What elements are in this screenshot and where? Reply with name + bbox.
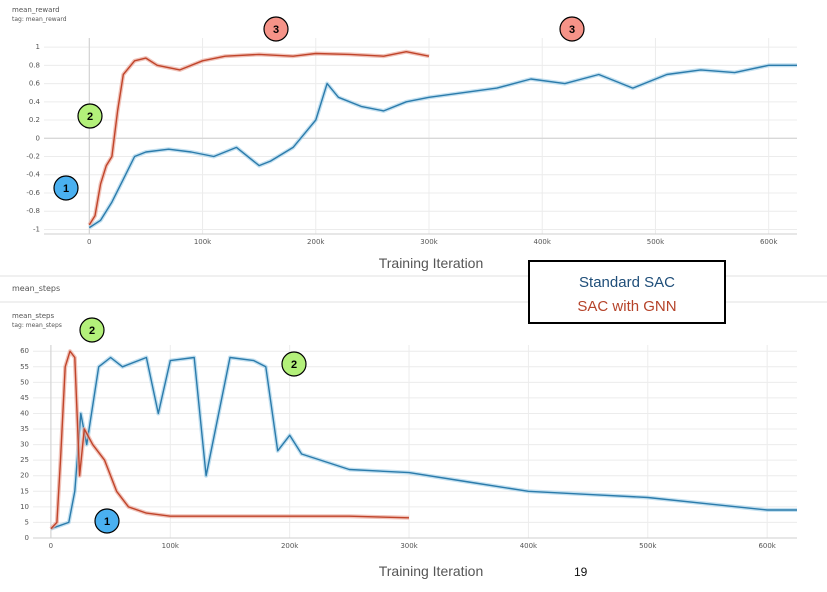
reward-y-tick-label: 0.6 [29,80,41,88]
reward-y-tick-label: 1 [36,43,40,51]
top-panel-title: mean_reward [12,6,60,14]
bottom-plot-area: 0 5 10 15 20 25 30 35 40 45 50 55 60 0 100k 200k 300k 400… [20,345,797,550]
steps-x-tick-label: 0 [49,542,53,550]
reward-x-tick-label: 400k [534,238,552,246]
reward-series-standard-sac [88,64,797,229]
steps-x-tick-label: 400k [520,542,538,550]
steps-y-tick-label: 20 [20,472,29,480]
legend-sac-gnn: SAC with GNN [577,298,677,315]
marker-bottom-2a: 2 [79,317,105,343]
steps-y-tick-label: 35 [20,425,29,433]
marker-top-3a: 3 [263,16,289,42]
top-panel-tag: tag: mean_reward [12,16,67,23]
steps-series-standard-sac-raw [50,355,797,531]
steps-y-tick-label: 45 [20,394,29,402]
reward-series-standard-sac-raw [88,63,797,230]
reward-x-tick-label: 500k [647,238,665,246]
steps-y-tick-label: 55 [20,363,29,371]
steps-y-tick-label: 30 [20,441,29,449]
steps-x-tick-label: 300k [400,542,418,550]
svg-text:2: 2 [89,325,95,337]
svg-text:2: 2 [291,359,297,371]
marker-top-2: 2 [77,103,103,129]
bottom-panel-header: mean_steps [12,284,60,293]
steps-series-standard-sac [50,356,797,530]
top-x-axis-label: Training Iteration [379,255,484,271]
reward-x-tick-label: 300k [420,238,438,246]
steps-y-tick-label: 50 [20,378,29,386]
svg-text:2: 2 [87,111,93,123]
steps-x-tick-label: 600k [758,542,776,550]
steps-y-tick-label: 0 [25,534,29,542]
legend: Standard SAC SAC with GNN [528,260,726,324]
steps-y-tick-label: 60 [20,347,29,355]
page-number: 19 [574,565,588,579]
reward-x-tick-label: 100k [194,238,212,246]
reward-x-tick-label: 200k [307,238,325,246]
reward-x-tick-label: 600k [760,238,778,246]
reward-series-sac-gnn [88,51,430,226]
marker-top-3b: 3 [559,16,585,42]
steps-y-tick-label: 15 [20,487,29,495]
steps-x-tick-label: 200k [281,542,299,550]
reward-y-tick-label: 0.4 [29,98,41,106]
reward-y-tick-label: 0.2 [29,116,40,124]
svg-text:3: 3 [569,24,575,36]
marker-bottom-1: 1 [94,508,120,534]
reward-y-tick-label: -0.4 [26,171,40,179]
reward-y-tick-label: 0.8 [29,61,40,69]
steps-y-tick-label: 25 [20,456,29,464]
steps-series-sac-gnn-raw [49,349,410,531]
reward-y-tick-label: -0.6 [26,189,40,197]
bottom-panel-tag: tag: mean_steps [12,322,62,329]
bottom-panel-title: mean_steps [12,312,54,320]
top-plot-area: -1 -0.8 -0.6 -0.4 -0.2 0 0.2 0.4 0.6 0.8 1 0 100k 200… [26,38,797,246]
svg-text:1: 1 [63,183,69,195]
steps-y-tick-label: 10 [20,503,29,511]
steps-x-tick-label: 500k [639,542,657,550]
marker-top-1: 1 [53,175,79,201]
reward-x-tick-label: 0 [87,238,91,246]
svg-text:1: 1 [104,516,110,528]
reward-y-tick-label: -1 [33,225,40,233]
bottom-x-axis-label: Training Iteration [379,563,484,579]
steps-series-sac-gnn [50,350,410,530]
reward-y-tick-label: 0 [36,134,40,142]
svg-text:3: 3 [273,24,279,36]
steps-y-tick-label: 5 [25,518,29,526]
steps-y-tick-label: 40 [20,409,29,417]
steps-x-tick-label: 100k [162,542,180,550]
legend-standard-sac: Standard SAC [579,274,675,291]
marker-bottom-2b: 2 [281,351,307,377]
reward-y-tick-label: -0.2 [26,153,40,161]
reward-y-tick-label: -0.8 [26,207,40,215]
